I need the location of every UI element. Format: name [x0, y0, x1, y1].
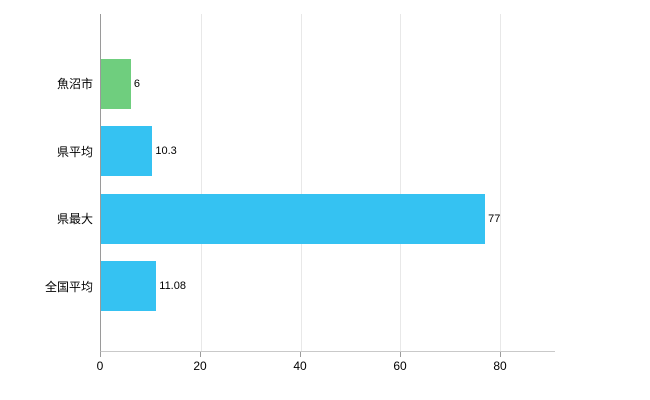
x-tick-label: 60 [393, 359, 407, 373]
x-tick-label: 20 [193, 359, 207, 373]
x-tick-mark [500, 352, 501, 357]
bar-value-label-national-average: 11.08 [159, 280, 186, 293]
bar-row-pref-max: 県最大 77 [57, 185, 555, 253]
category-label-uonuma: 魚沼市 [56, 77, 93, 92]
x-tick-label: 0 [96, 359, 104, 373]
x-axis: 0 20 40 60 80 [96, 352, 555, 382]
bar-value-label-uonuma: 6 [133, 77, 141, 90]
bar-pref-average[interactable] [101, 126, 153, 177]
gridline [500, 14, 502, 351]
bar-row-uonuma: 魚沼市 6 [57, 50, 555, 118]
category-label-national-average: 全国平均 [44, 279, 93, 294]
x-tick-mark [300, 352, 301, 357]
bar-value-label-pref-max: 77 [488, 212, 501, 225]
category-label-pref-max: 県最大 [56, 212, 93, 227]
gridline [300, 14, 302, 351]
bar-rows: 魚沼市 6 県平均 10.3 県最大 77 全国平均 11.08 [45, 50, 555, 321]
bar-pref-max[interactable] [101, 193, 486, 244]
gridline [400, 14, 402, 351]
x-tick-mark [100, 352, 101, 357]
x-tick-mark [400, 352, 401, 357]
plot-area: 魚沼市 6 県平均 10.3 県最大 77 全国平均 11.08 [45, 14, 555, 352]
bar-national-average[interactable] [101, 261, 157, 312]
x-tick-mark [200, 352, 201, 357]
bar-row-national-average: 全国平均 11.08 [45, 253, 555, 321]
gridline [200, 14, 202, 351]
bar-row-pref-average: 県平均 10.3 [57, 118, 555, 186]
x-tick-label: 40 [293, 359, 307, 373]
bar-uonuma[interactable] [101, 58, 131, 109]
x-tick-label: 80 [493, 359, 507, 373]
category-label-pref-average: 県平均 [56, 144, 93, 159]
bar-value-label-pref-average: 10.3 [155, 145, 177, 158]
